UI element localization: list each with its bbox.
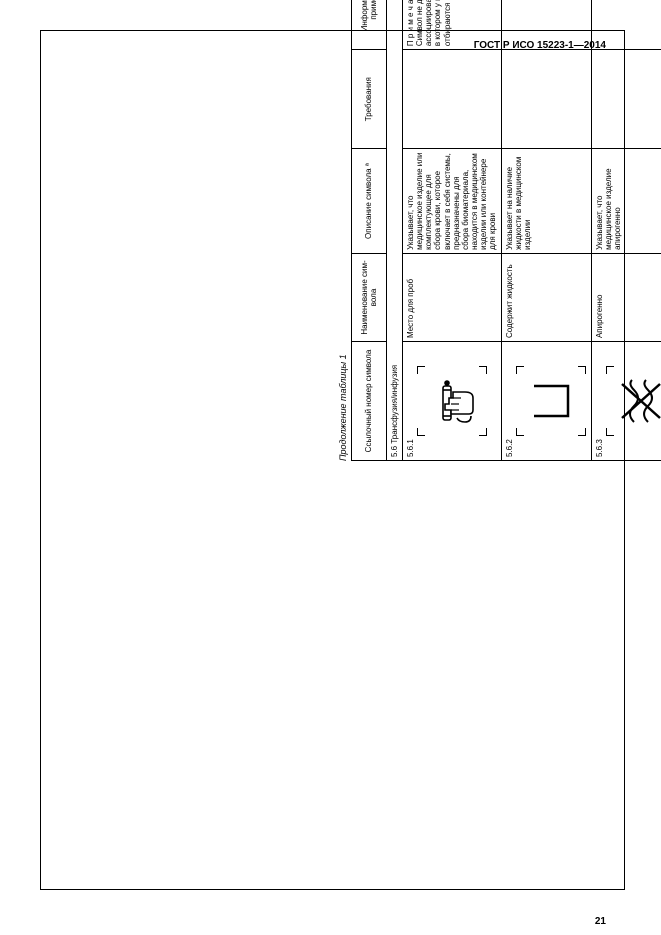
symbol-cell: 5.6.3 <box>591 342 661 461</box>
req-cell <box>501 50 591 149</box>
symbol-cell: 5.6.1 <box>402 342 501 461</box>
th-name: Наименование сим­вола <box>352 253 387 341</box>
container-icon <box>524 374 578 428</box>
info-cell: П р и м е ч а н и е – Символ не должен а… <box>402 0 501 50</box>
desc-cell: Указывает, что медицинское из­делие или … <box>402 149 501 254</box>
info-cell <box>501 0 591 50</box>
req-cell <box>591 50 661 149</box>
req-cell <box>402 50 501 149</box>
table-row: 5.6.1 <box>402 0 501 461</box>
non-pyrogenic-icon <box>614 374 661 428</box>
th-req: Требования <box>352 50 387 149</box>
symbol-frame <box>606 366 661 436</box>
name-cell: Апирогенно <box>591 253 661 341</box>
th-desc: Описание символа ª <box>352 149 387 254</box>
table-row: 5.6.3 <box>591 0 661 461</box>
name-cell: Содержит жид­кость <box>501 253 591 341</box>
th-ref: Ссылочный номер символа <box>352 342 387 461</box>
symbol-frame <box>516 366 586 436</box>
desc-cell: Указывает, что медицинское из­делие апир… <box>591 149 661 254</box>
symbol-frame <box>417 366 487 436</box>
th-info: Информационные примечания <box>352 0 387 50</box>
table-header-row: Ссылочный номер символа Наименование сим… <box>352 0 387 461</box>
symbol-cell: 5.6.2 <box>501 342 591 461</box>
desc-cell: Указывает на наличие жидкости в медицинс… <box>501 149 591 254</box>
section-row: 5.6 Трансфузия/инфузия <box>386 0 402 461</box>
page-number: 21 <box>595 916 606 927</box>
hand-tube-icon <box>425 374 479 428</box>
table-caption: Продолжение таблицы 1 <box>338 0 348 461</box>
table-row: 5.6.2 Содержит жид­кость <box>501 0 591 461</box>
section-cell: 5.6 Трансфузия/инфузия <box>386 0 402 461</box>
rotated-content: Продолжение таблицы 1 Ссылочный номер си… <box>338 0 661 461</box>
symbols-table: Ссылочный номер символа Наименование сим… <box>351 0 661 461</box>
name-cell: Место для проб <box>402 253 501 341</box>
info-cell <box>591 0 661 50</box>
